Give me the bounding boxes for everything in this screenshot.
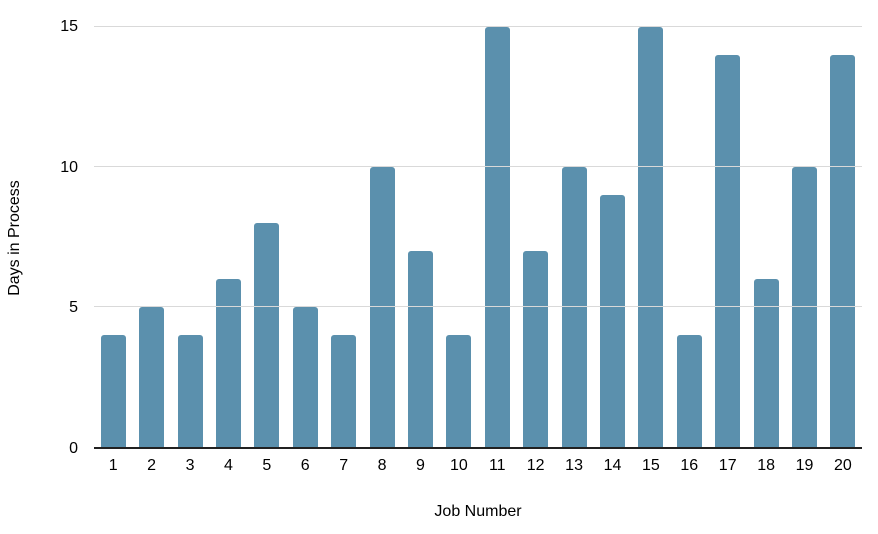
x-tick-label-15: 15 [641,457,660,474]
bar-job-11 [484,27,510,447]
bar-slot-4 [209,27,247,447]
x-tick-label-7: 7 [339,457,349,474]
bar-job-5 [254,223,280,447]
x-tick-label-8: 8 [377,457,387,474]
x-tick-label-9: 9 [416,457,425,474]
bar-slot-1 [94,27,132,447]
bar-job-6 [292,307,318,447]
bar-slot-14 [593,27,631,447]
y-tick-label-0: 0 [69,440,78,457]
bar-slot-19 [785,27,823,447]
bar-job-15 [638,27,664,447]
y-tick-label-5: 5 [69,299,78,317]
gridline-5 [94,306,862,308]
bar-slot-2 [132,27,170,447]
x-tick-label-3: 3 [185,457,195,474]
bar-job-7 [331,335,357,447]
bar-job-10 [446,335,472,447]
bar-job-18 [753,279,779,447]
bar-slot-20 [824,27,862,447]
x-tick-label-19: 19 [795,457,814,474]
bar-slot-5 [248,27,286,447]
bar-slot-7 [324,27,362,447]
bar-slot-18 [747,27,785,447]
bar-job-3 [177,335,203,447]
y-tick-labels: 0 5 10 15 [0,18,78,457]
bar-slot-3 [171,27,209,447]
y-tick-label-10: 10 [60,158,78,176]
bar-job-4 [215,279,241,447]
bar-slot-13 [555,27,593,447]
x-tick-label-6: 6 [300,457,310,474]
x-tick-label-20: 20 [834,457,852,474]
x-tick-label-16: 16 [680,457,699,474]
x-axis-title-label: Job Number [434,503,522,520]
plot-area [94,26,862,449]
bar-slot-15 [632,27,670,447]
x-tick-label-13: 13 [565,457,583,474]
bar-slot-6 [286,27,324,447]
bar-job-12 [523,251,549,447]
bar-job-2 [139,307,165,447]
bar-job-16 [676,335,702,447]
x-tick-label-10: 10 [449,457,468,474]
x-tick-label-4: 4 [223,457,233,474]
bar-slot-17 [709,27,747,447]
bar-slot-16 [670,27,708,447]
bar-job-14 [599,195,625,447]
x-tick-label-12: 12 [526,457,545,474]
x-axis-title: Job Number [94,503,862,521]
bars [94,27,862,447]
bar-job-17 [715,55,741,447]
bar-job-9 [407,251,433,447]
bar-slot-10 [440,27,478,447]
gridline-15 [94,26,862,27]
bar-slot-8 [363,27,401,447]
bar-job-20 [830,55,856,447]
x-tick-label-18: 18 [757,457,775,474]
bar-slot-11 [478,27,516,447]
bar-slot-9 [401,27,439,447]
x-tick-label-5: 5 [262,457,272,474]
x-tick-labels: 1 2 3 4 5 6 7 8 9 10 11 12 13 14 15 16 17 18 19 20 [94,457,862,475]
gridline-10 [94,166,862,168]
bar-job-1 [100,335,126,447]
x-tick-label-11: 11 [488,457,506,474]
x-tick-label-1: 1 [108,457,118,474]
x-tick-label-14: 14 [603,457,622,474]
y-tick-label-15: 15 [60,18,78,35]
x-tick-label-17: 17 [718,457,737,474]
bar-slot-12 [516,27,554,447]
x-tick-label-2: 2 [147,457,157,474]
